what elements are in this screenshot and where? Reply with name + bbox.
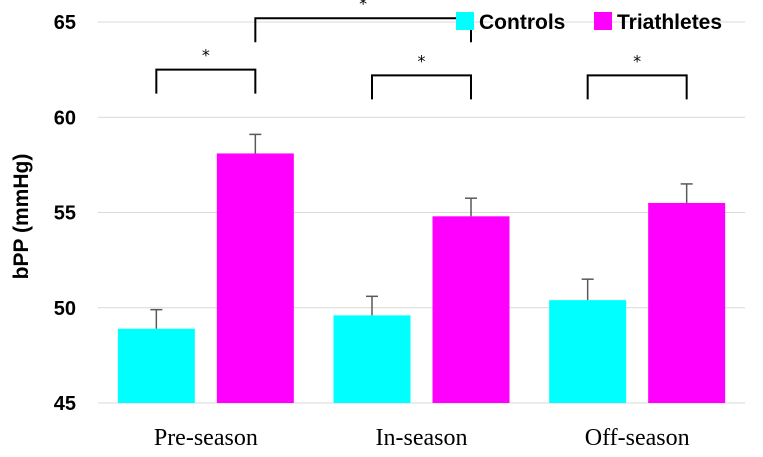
significance-star: * — [418, 51, 426, 70]
y-tick-label: 60 — [54, 107, 76, 129]
significance-bracket — [372, 75, 471, 99]
bar-triathletes-in-season — [433, 216, 510, 403]
significance-star: * — [359, 0, 367, 13]
y-tick-label: 45 — [54, 393, 76, 415]
bar-controls-pre-season — [118, 329, 195, 403]
legend-swatch-controls — [456, 12, 474, 30]
y-tick-label: 65 — [54, 12, 76, 34]
legend-label-triathletes: Triathletes — [617, 11, 722, 34]
y-tick-label: 50 — [54, 298, 76, 320]
bar-controls-off-season — [549, 300, 626, 403]
y-tick-label: 55 — [54, 203, 76, 225]
significance-bracket — [156, 70, 255, 94]
bar-triathletes-pre-season — [217, 153, 294, 403]
legend-label-controls: Controls — [479, 11, 565, 34]
y-axis-label: bPP (mmHg) — [10, 154, 33, 280]
bar-triathletes-off-season — [648, 203, 725, 403]
significance-bracket — [588, 75, 687, 99]
legend-swatch-triathletes — [594, 12, 612, 30]
significance-star: * — [633, 51, 641, 70]
bar-controls-in-season — [334, 315, 411, 403]
significance-star: * — [202, 46, 210, 65]
x-tick-label: Off-season — [585, 425, 690, 451]
x-tick-label: In-season — [376, 425, 468, 451]
x-tick-label: Pre-season — [154, 425, 258, 451]
